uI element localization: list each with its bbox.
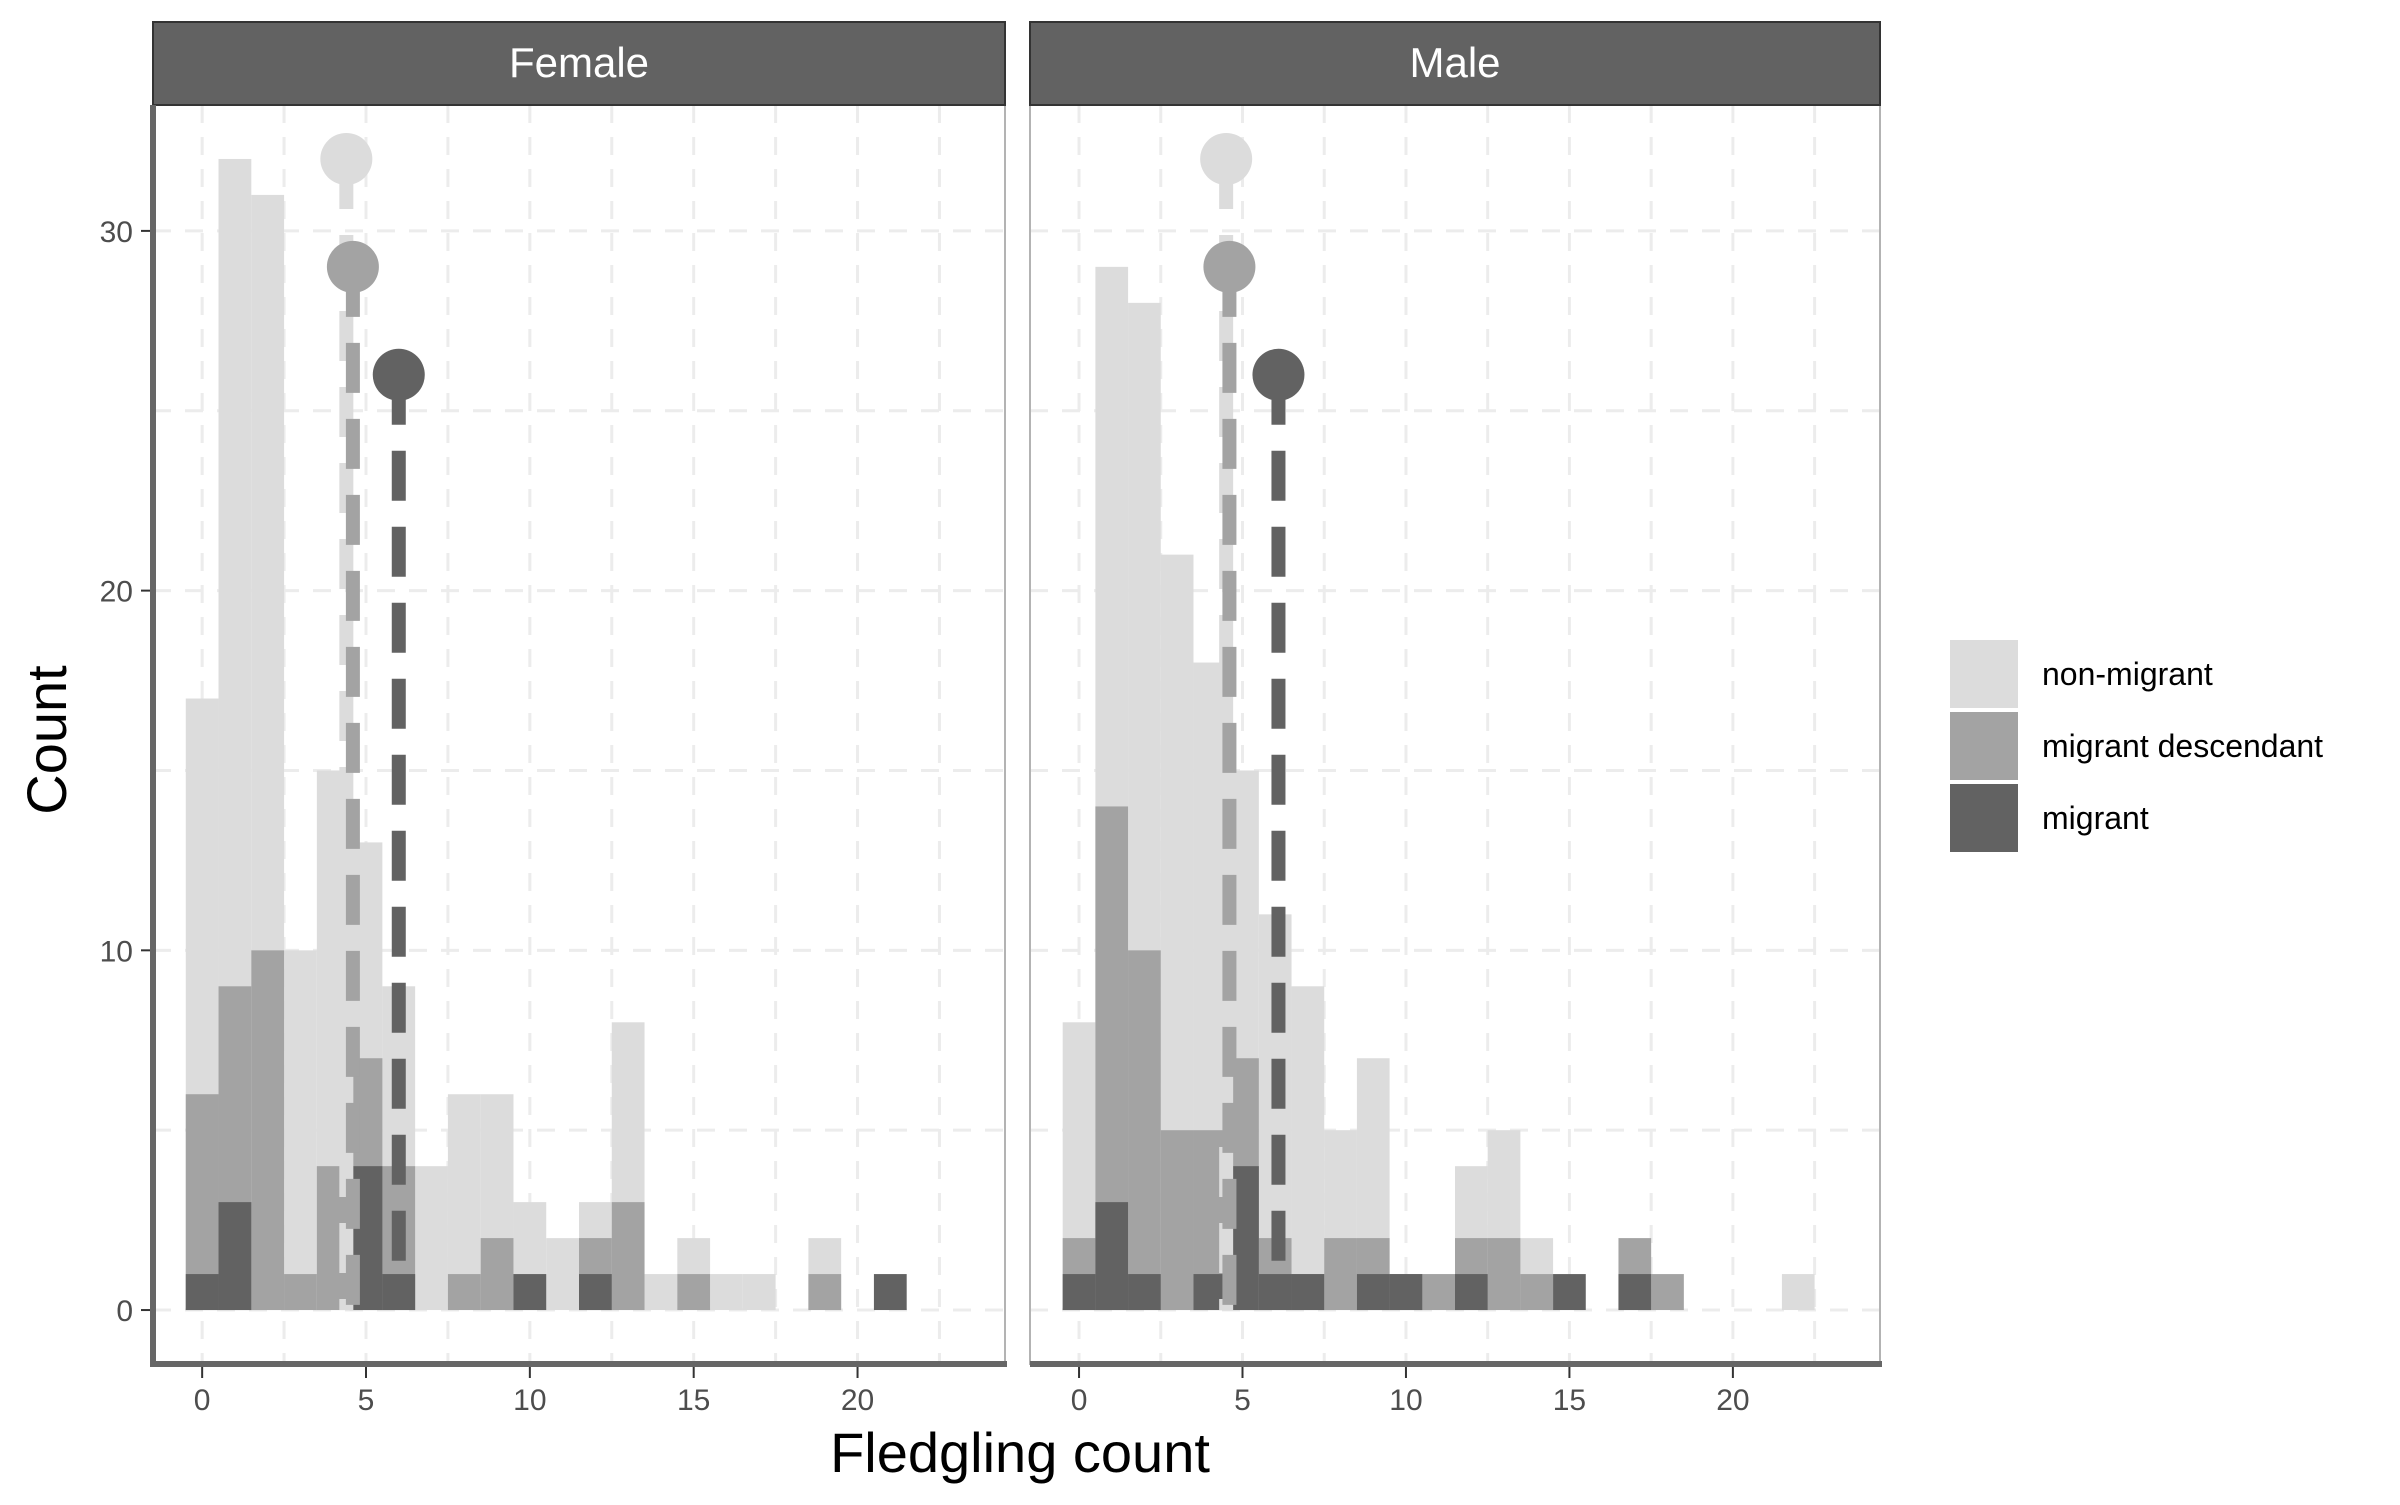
bar-migrant — [1062, 1274, 1096, 1311]
bar-non-migrant — [284, 950, 317, 1311]
bar-migrant — [218, 1202, 252, 1311]
mean-point-non-migrant — [1200, 132, 1253, 185]
x-tick-label: 10 — [513, 1384, 546, 1417]
bar-migrant — [1618, 1274, 1652, 1311]
y-tick-label: 10 — [100, 935, 133, 968]
legend-label: migrant descendant — [2042, 728, 2323, 764]
bar-migrant-descendant — [1160, 1130, 1194, 1311]
mean-point-non-migrant — [320, 132, 373, 185]
x-tick-label: 15 — [677, 1384, 710, 1417]
x-tick-label: 10 — [1389, 1384, 1422, 1417]
bar-migrant-descendant — [284, 1274, 317, 1311]
x-tick-label: 5 — [358, 1384, 375, 1417]
mean-point-migrant-descendant — [1203, 240, 1256, 293]
bar-migrant — [1389, 1274, 1423, 1311]
bar-migrant — [1128, 1274, 1161, 1311]
axes-layer: 0 5 10 15 20 0 10 20 30 0 5 10 15 20 — [100, 105, 1882, 1417]
legend-item-migrant: migrant — [1950, 784, 2149, 852]
bars — [185, 158, 907, 1311]
strip-background — [152, 21, 1006, 106]
bar-migrant — [1291, 1274, 1325, 1311]
y-tick-label: 30 — [100, 216, 133, 249]
bars — [1062, 266, 1815, 1311]
bar-migrant-descendant — [1520, 1274, 1554, 1311]
panels-layer: Female Male — [152, 21, 1881, 1365]
strip-label: Female — [509, 39, 649, 86]
bar-migrant-descendant — [677, 1274, 711, 1311]
x-axis-title: Fledgling count — [830, 1421, 1210, 1484]
bar-migrant-descendant — [447, 1274, 481, 1311]
strip-label: Male — [1409, 39, 1500, 86]
legend-label: non-migrant — [2042, 656, 2213, 692]
legend-label: migrant — [2042, 800, 2149, 836]
bar-migrant-descendant — [808, 1274, 842, 1311]
bar-migrant-descendant — [1324, 1238, 1357, 1311]
legend-key — [1950, 712, 2018, 780]
y-axis-title: Count — [15, 665, 78, 815]
bar-non-migrant — [644, 1274, 678, 1311]
bar-migrant — [1095, 1202, 1129, 1311]
mean-point-migrant — [1252, 348, 1305, 401]
bar-non-migrant — [742, 1274, 776, 1311]
bar-migrant — [185, 1274, 219, 1311]
bar-migrant-descendant — [1487, 1238, 1521, 1311]
legend-item-non-migrant: non-migrant — [1950, 640, 2213, 708]
y-tick-label: 20 — [100, 576, 133, 609]
legend-key — [1950, 640, 2018, 708]
bar-migrant-descendant — [1651, 1274, 1684, 1311]
bar-migrant — [1553, 1274, 1586, 1311]
x-tick-label: 20 — [1716, 1384, 1749, 1417]
legend-item-migrant-descendant: migrant descendant — [1950, 712, 2323, 780]
bar-non-migrant — [1291, 986, 1325, 1311]
panel-male: Male — [1029, 21, 1881, 1365]
mean-point-migrant-descendant — [326, 240, 379, 293]
bar-migrant — [1356, 1274, 1390, 1311]
bar-non-migrant — [415, 1166, 448, 1311]
bar-migrant-descendant — [1422, 1274, 1455, 1311]
bar-migrant-descendant — [1128, 950, 1161, 1311]
bar-non-migrant — [546, 1238, 579, 1311]
grid-lines — [1030, 105, 1880, 1364]
bar-non-migrant — [710, 1274, 743, 1311]
legend: non-migrant migrant descendant migrant — [1950, 640, 2323, 852]
x-tick-label: 5 — [1234, 1384, 1251, 1417]
bar-migrant-descendant — [480, 1238, 514, 1311]
x-tick-label: 0 — [1071, 1384, 1088, 1417]
bar-migrant — [513, 1274, 547, 1311]
legend-key — [1950, 784, 2018, 852]
mean-markers — [320, 132, 425, 1311]
x-tick-label: 15 — [1553, 1384, 1586, 1417]
bar-migrant — [579, 1274, 612, 1311]
bar-migrant-descendant — [251, 950, 285, 1311]
bar-non-migrant — [1781, 1274, 1815, 1311]
mean-point-migrant — [372, 348, 425, 401]
panel-female: Female — [152, 21, 1006, 1365]
mean-markers — [1200, 132, 1305, 1311]
strip-background — [1029, 21, 1881, 106]
bar-migrant-descendant — [611, 1202, 645, 1311]
bar-migrant — [873, 1274, 907, 1311]
bar-migrant — [1455, 1274, 1488, 1311]
x-tick-label: 20 — [841, 1384, 874, 1417]
x-tick-label: 0 — [194, 1384, 211, 1417]
y-tick-label: 0 — [116, 1295, 133, 1328]
